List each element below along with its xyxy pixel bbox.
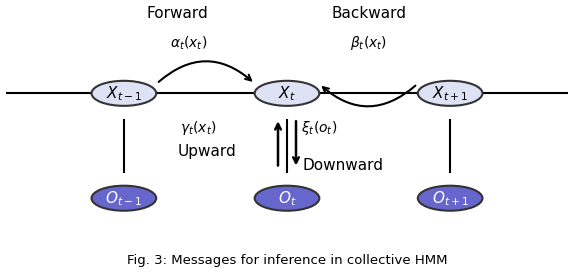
Text: $X_{t-1}$: $X_{t-1}$ (106, 84, 142, 103)
Ellipse shape (255, 186, 319, 211)
Text: $O_t$: $O_t$ (278, 189, 296, 208)
Ellipse shape (91, 81, 156, 106)
Ellipse shape (255, 81, 319, 106)
Text: $O_{t+1}$: $O_{t+1}$ (432, 189, 468, 208)
Text: Forward: Forward (146, 6, 208, 21)
Text: $O_{t-1}$: $O_{t-1}$ (106, 189, 142, 208)
Text: $X_{t+1}$: $X_{t+1}$ (432, 84, 468, 103)
Text: $\beta_t(x_t)$: $\beta_t(x_t)$ (350, 34, 387, 52)
Ellipse shape (91, 186, 156, 211)
Ellipse shape (418, 186, 483, 211)
Text: Downward: Downward (302, 158, 384, 173)
Text: $\gamma_t(x_t)$: $\gamma_t(x_t)$ (180, 119, 217, 137)
Ellipse shape (418, 81, 483, 106)
Text: $X_t$: $X_t$ (278, 84, 296, 103)
Text: Fig. 3: Messages for inference in collective HMM: Fig. 3: Messages for inference in collec… (127, 254, 447, 267)
Text: Upward: Upward (177, 144, 236, 159)
Text: $\xi_t(o_t)$: $\xi_t(o_t)$ (301, 119, 338, 137)
Text: $\alpha_t(x_t)$: $\alpha_t(x_t)$ (170, 35, 207, 52)
Text: Backward: Backward (331, 6, 406, 21)
